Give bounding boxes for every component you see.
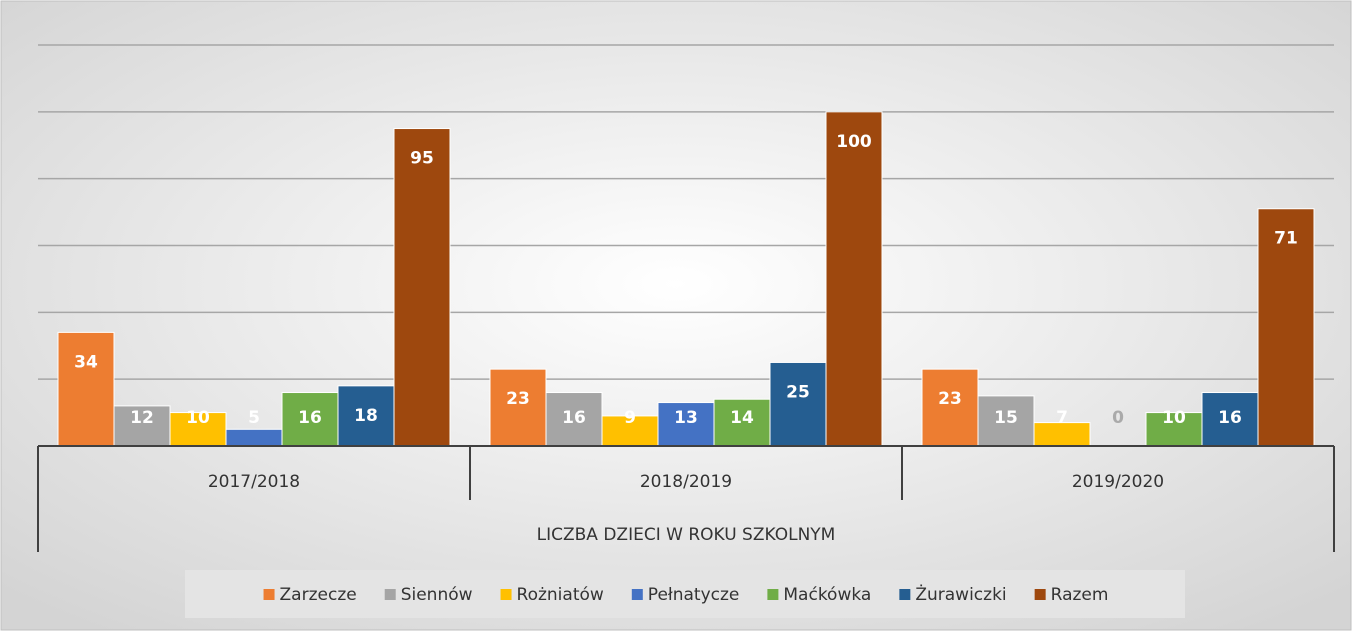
data-label: 12 <box>130 408 154 428</box>
legend-swatch <box>1034 589 1046 600</box>
bar <box>225 428 283 447</box>
bar <box>57 331 115 447</box>
legend-label: Pełnatycze <box>648 585 740 605</box>
data-label: 16 <box>1218 408 1242 428</box>
data-label: 9 <box>624 408 636 428</box>
data-label: 23 <box>506 389 530 409</box>
data-label: 23 <box>938 389 962 409</box>
legend-label: Żurawiczki <box>915 584 1006 605</box>
x-tick-label: 2017/2018 <box>208 472 300 492</box>
legend-swatch <box>384 589 396 600</box>
data-label: 0 <box>1112 408 1124 428</box>
bar <box>921 368 979 447</box>
x-tick-label: 2018/2019 <box>640 472 732 492</box>
legend-label: Razem <box>1051 585 1109 605</box>
bar <box>657 402 715 447</box>
legend-label: Maćkówka <box>783 585 871 605</box>
legend-label: Siennów <box>401 585 473 605</box>
data-label: 34 <box>74 352 98 372</box>
data-label: 10 <box>1162 408 1186 428</box>
x-tick-label: 2019/2020 <box>1072 472 1164 492</box>
bar <box>977 395 1035 447</box>
bar <box>825 111 883 447</box>
data-label: 15 <box>994 408 1018 428</box>
data-label: 16 <box>298 408 322 428</box>
bar <box>769 361 827 447</box>
legend-swatch <box>899 589 911 600</box>
bar <box>601 415 659 447</box>
data-label: 100 <box>836 132 872 152</box>
legend-swatch <box>500 589 512 600</box>
data-label: 18 <box>354 406 378 426</box>
data-label: 10 <box>186 408 210 428</box>
legend-swatch <box>767 589 779 600</box>
legend-label: Zarzecze <box>280 585 357 605</box>
data-label: 5 <box>248 408 260 428</box>
legend-box <box>185 570 1185 618</box>
x-axis-title: LICZBA DZIECI W ROKU SZKOLNYM <box>537 525 836 545</box>
data-label: 16 <box>562 408 586 428</box>
data-label: 7 <box>1056 408 1068 428</box>
data-label: 25 <box>786 382 810 402</box>
data-label: 14 <box>730 408 754 428</box>
data-label: 95 <box>410 149 434 169</box>
bar <box>489 368 547 447</box>
legend-label: Rożniatów <box>517 585 604 605</box>
legend-swatch <box>631 589 643 600</box>
legend-swatch <box>263 589 275 600</box>
data-label: 71 <box>1274 229 1298 249</box>
bar <box>393 128 451 447</box>
data-label: 13 <box>674 408 698 428</box>
bar <box>545 392 603 447</box>
